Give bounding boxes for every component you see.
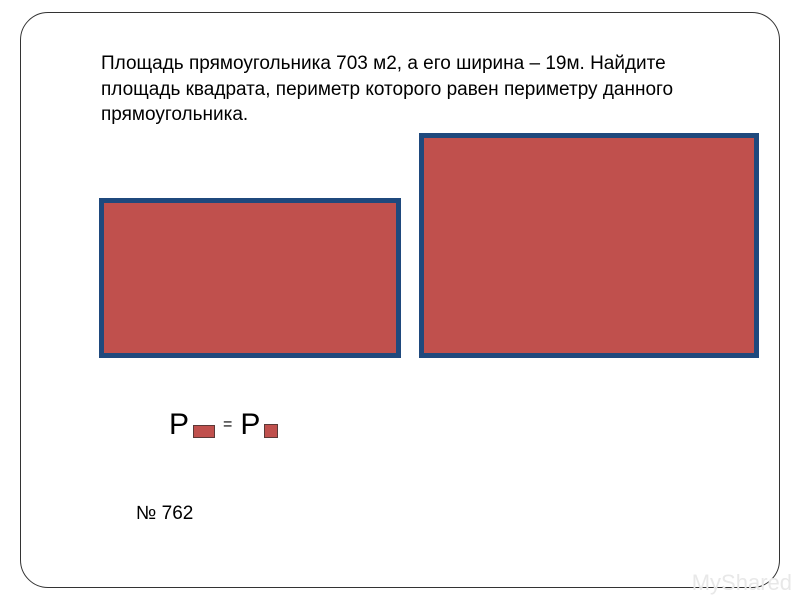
rectangle-shape [99,198,401,358]
equals-sign: = [223,416,232,434]
watermark: MyShared [692,570,792,596]
small-square-icon [264,424,278,438]
problem-number: № 762 [136,503,193,525]
small-rectangle-icon [193,425,215,438]
perimeter-equation: P = P [169,408,278,442]
problem-statement: Площадь прямоугольника 703 м2, а его шир… [101,51,731,128]
p-symbol-left: P [169,408,189,442]
p-symbol-right: P [240,408,260,442]
square-shape [419,133,759,358]
slide-frame: Площадь прямоугольника 703 м2, а его шир… [20,12,780,588]
